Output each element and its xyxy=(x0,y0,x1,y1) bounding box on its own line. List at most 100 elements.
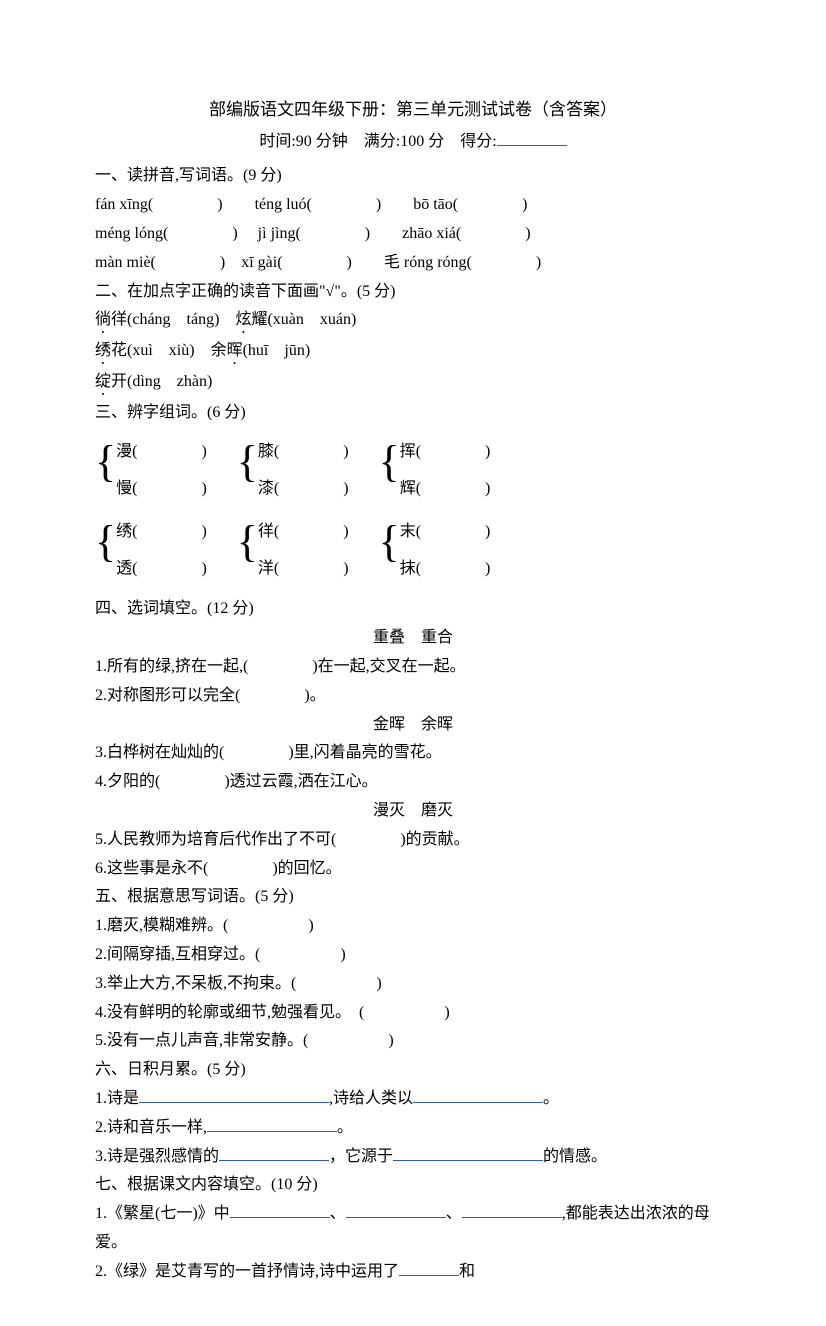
section-6-heading: 六、日积月累。(5 分) xyxy=(95,1056,731,1085)
brace-item[interactable]: 膝( ) xyxy=(258,436,349,467)
text: 2.诗和音乐一样, xyxy=(95,1119,207,1136)
text: ，它源于 xyxy=(329,1148,393,1165)
section-5-heading: 五、根据意思写词语。(5 分) xyxy=(95,883,731,912)
fill-blank[interactable] xyxy=(413,1088,543,1103)
fill-blank[interactable] xyxy=(219,1146,329,1161)
question[interactable]: 5.没有一点儿声音,非常安静。( ) xyxy=(95,1027,731,1056)
word-choices: 重叠 重合 xyxy=(95,624,731,653)
pinyin-item[interactable]: téng luó( ) xyxy=(255,196,382,213)
text: 。 xyxy=(543,1090,559,1107)
question[interactable]: 4.没有鲜明的轮廓或细节,勉强看见。 ( ) xyxy=(95,999,731,1028)
word-choices: 漫灭 磨灭 xyxy=(95,797,731,826)
section-7-heading: 七、根据课文内容填空。(10 分) xyxy=(95,1171,731,1200)
brace-item[interactable]: 漫( ) xyxy=(116,436,207,467)
section-2: 二、在加点字正确的读音下面画"√"。(5 分) 徜徉(cháng táng) 炫… xyxy=(95,278,731,400)
brace-item[interactable]: 慢( ) xyxy=(116,473,207,504)
question[interactable]: 2.间隔穿插,互相穿过。( ) xyxy=(95,941,731,970)
text: 花(xuì xiù) 余 xyxy=(111,342,227,359)
pinyin-item[interactable]: jì jìng( ) xyxy=(258,225,370,242)
brace-item[interactable]: 挥( ) xyxy=(400,436,491,467)
brace-group-1: { 漫( ) 慢( ) { 膝( ) 漆( ) { 挥( ) 辉( xyxy=(95,436,731,504)
fill-blank[interactable] xyxy=(462,1203,562,1218)
fill-blank[interactable] xyxy=(230,1203,330,1218)
question[interactable]: 1.诗是,诗给人类以。 xyxy=(95,1085,731,1114)
fill-blank[interactable] xyxy=(346,1203,446,1218)
dotted-char: 绣 xyxy=(95,342,111,359)
text: 徉(cháng táng) xyxy=(111,311,235,328)
brace-item[interactable]: 辉( ) xyxy=(400,473,491,504)
brace-item[interactable]: 徉( ) xyxy=(258,516,349,547)
brace-item[interactable]: 透( ) xyxy=(116,553,207,584)
brace-icon: { xyxy=(379,520,400,564)
question[interactable]: 1.磨灭,模糊难辨。( ) xyxy=(95,912,731,941)
brace-pair: { 漫( ) 慢( ) xyxy=(95,436,207,504)
section-1-heading: 一、读拼音,写词语。(9 分) xyxy=(95,162,731,191)
brace-pair: { 末( ) 抹( ) xyxy=(379,516,491,584)
pinyin-item[interactable]: 毛 róng róng( ) xyxy=(384,254,541,271)
text: (huī jūn) xyxy=(243,342,311,359)
pinyin-item[interactable]: zhāo xiá( ) xyxy=(402,225,530,242)
section-5: 五、根据意思写词语。(5 分) 1.磨灭,模糊难辨。( ) 2.间隔穿插,互相穿… xyxy=(95,883,731,1056)
word-choices: 金晖 余晖 xyxy=(95,711,731,740)
pronounce-item[interactable]: 绣花(xuì xiù) 余晖(huī jūn) xyxy=(95,337,731,368)
pinyin-item[interactable]: màn miè( ) xyxy=(95,254,225,271)
pinyin-row: màn miè( ) xī gài( ) 毛 róng róng( ) xyxy=(95,249,731,278)
pinyin-item[interactable]: méng lóng( ) xyxy=(95,225,238,242)
text: 1.诗是 xyxy=(95,1090,139,1107)
dotted-char: 晖 xyxy=(227,342,243,359)
pinyin-item[interactable]: xī gài( ) xyxy=(241,254,352,271)
section-7: 七、根据课文内容填空。(10 分) 1.《繁星(七一)》中、、,都能表达出浓浓的… xyxy=(95,1171,731,1286)
pinyin-row: fán xīng( ) téng luó( ) bō tāo( ) xyxy=(95,191,731,220)
pronounce-item[interactable]: 徜徉(cháng táng) 炫耀(xuàn xuán) xyxy=(95,306,731,337)
question[interactable]: 2.对称图形可以完全( )。 xyxy=(95,682,731,711)
question[interactable]: 3.诗是强烈感情的，它源于的情感。 xyxy=(95,1143,731,1172)
section-3-heading: 三、辨字组词。(6 分) xyxy=(95,399,731,428)
text: 。 xyxy=(337,1119,353,1136)
brace-item[interactable]: 末( ) xyxy=(400,516,491,547)
section-2-heading: 二、在加点字正确的读音下面画"√"。(5 分) xyxy=(95,278,731,307)
question[interactable]: 3.白桦树在灿灿的( )里,闪着晶亮的雪花。 xyxy=(95,739,731,768)
brace-item[interactable]: 抹( ) xyxy=(400,553,491,584)
brace-group-2: { 绣( ) 透( ) { 徉( ) 洋( ) { 末( ) 抹( xyxy=(95,516,731,584)
fill-blank[interactable] xyxy=(399,1261,459,1276)
fill-blank[interactable] xyxy=(207,1117,337,1132)
text: 耀(xuàn xuán) xyxy=(251,311,356,328)
section-3: 三、辨字组词。(6 分) { 漫( ) 慢( ) { 膝( ) 漆( ) { xyxy=(95,399,731,583)
brace-pair: { 徉( ) 洋( ) xyxy=(237,516,349,584)
question[interactable]: 3.举止大方,不呆板,不拘束。( ) xyxy=(95,970,731,999)
section-4: 四、选词填空。(12 分) 重叠 重合 1.所有的绿,挤在一起,( )在一起,交… xyxy=(95,595,731,883)
brace-icon: { xyxy=(237,520,258,564)
text: 、 xyxy=(330,1205,346,1222)
text: 的情感。 xyxy=(543,1148,607,1165)
question[interactable]: 2.诗和音乐一样, 。 xyxy=(95,1114,731,1143)
question[interactable]: 5.人民教师为培育后代作出了不可( )的贡献。 xyxy=(95,826,731,855)
dotted-char: 炫 xyxy=(235,311,251,328)
brace-icon: { xyxy=(237,440,258,484)
question[interactable]: 1.所有的绿,挤在一起,( )在一起,交叉在一起。 xyxy=(95,653,731,682)
pronounce-item[interactable]: 绽开(dìng zhàn) xyxy=(95,368,731,399)
pinyin-item[interactable]: bō tāo( ) xyxy=(413,196,527,213)
dotted-char: 徜 xyxy=(95,311,111,328)
brace-item[interactable]: 洋( ) xyxy=(258,553,349,584)
text: 开(dìng zhàn) xyxy=(111,373,212,390)
text: 、 xyxy=(446,1205,462,1222)
text: 和 xyxy=(459,1263,475,1280)
page-subtitle: 时间:90 分钟 满分:100 分 得分: xyxy=(95,128,731,157)
score-blank[interactable] xyxy=(497,131,567,146)
question[interactable]: 6.这些事是永不( )的回忆。 xyxy=(95,855,731,884)
question[interactable]: 1.《繁星(七一)》中、、,都能表达出浓浓的母爱。 xyxy=(95,1200,731,1258)
page-title: 部编版语文四年级下册：第三单元测试试卷（含答案） xyxy=(95,95,731,126)
section-6: 六、日积月累。(5 分) 1.诗是,诗给人类以。 2.诗和音乐一样,。 3.诗是… xyxy=(95,1056,731,1171)
pinyin-item[interactable]: fán xīng( ) xyxy=(95,196,223,213)
fill-blank[interactable] xyxy=(139,1088,329,1103)
section-4-heading: 四、选词填空。(12 分) xyxy=(95,595,731,624)
brace-item[interactable]: 绣( ) xyxy=(116,516,207,547)
brace-item[interactable]: 漆( ) xyxy=(258,473,349,504)
pinyin-row: méng lóng( ) jì jìng( ) zhāo xiá( ) xyxy=(95,220,731,249)
brace-pair: { 绣( ) 透( ) xyxy=(95,516,207,584)
brace-icon: { xyxy=(95,520,116,564)
fill-blank[interactable] xyxy=(393,1146,543,1161)
brace-pair: { 挥( ) 辉( ) xyxy=(379,436,491,504)
question[interactable]: 4.夕阳的( )透过云霞,洒在江心。 xyxy=(95,768,731,797)
question[interactable]: 2.《绿》是艾青写的一首抒情诗,诗中运用了和 xyxy=(95,1258,731,1287)
